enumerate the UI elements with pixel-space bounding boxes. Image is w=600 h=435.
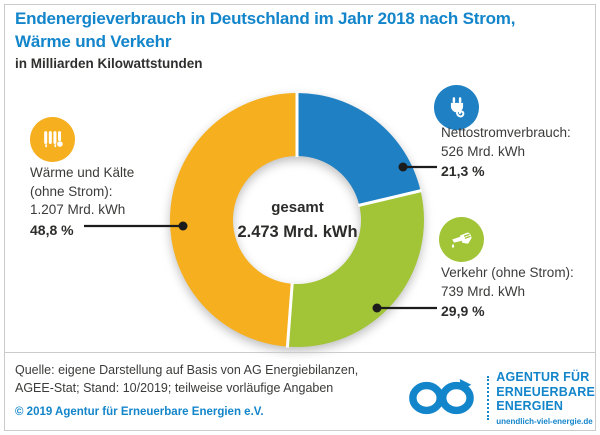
donut-segment-strom (297, 93, 421, 206)
source-line-1: Quelle: eigene Darstellung auf Basis von… (15, 363, 359, 377)
page-subtitle: in Milliarden Kilowattstunden (15, 56, 203, 71)
callout-waerme-value: 1.207 Mrd. kWh (30, 202, 126, 217)
logo-text: AGENTUR FÜR ERNEUERBARE ENERGIEN unendli… (496, 370, 595, 426)
electricity-icon-circle (434, 85, 479, 130)
infinity-arrow (459, 378, 472, 390)
callout-waerme: Wärme und Kälte (ohne Strom): 1.207 Mrd.… (30, 164, 195, 239)
source-line-2: AGEE-Stat; Stand: 10/2019; teilweise vor… (15, 381, 334, 395)
fuel-nozzle-icon (451, 232, 472, 248)
title-line-1: Endenergieverbrauch in Deutschland im Ja… (15, 9, 516, 28)
callout-waerme-line2: (ohne Strom): (30, 183, 113, 199)
frame-border (4, 4, 596, 431)
plug-icon (450, 96, 464, 117)
callout-waerme-line1: Wärme und Kälte (30, 165, 135, 180)
logo-line-3: ENERGIEN (496, 399, 564, 414)
callout-waerme-percent: 48,8 % (30, 221, 74, 238)
donut-segment-waerme (169, 93, 297, 347)
radiator-icon (44, 131, 63, 148)
transport-icon-circle (439, 217, 484, 262)
segment-gap (285, 282, 294, 348)
heat-icon-circle (30, 117, 75, 162)
donut-chart (169, 92, 424, 348)
copyright-text: © 2019 Agentur für Erneuerbare Energien … (15, 406, 264, 418)
callout-strom-value: 526 Mrd. kWh (441, 143, 526, 159)
infinity-icon (409, 378, 474, 415)
footer-divider (5, 352, 595, 353)
callout-verkehr-line1: Verkehr (ohne Strom): (441, 265, 574, 280)
segment-gap (357, 189, 422, 207)
donut-center: gesamt 2.473 Mrd. kWh (232, 155, 363, 286)
logo-line-2: ERNEUERBARE (496, 384, 595, 399)
center-value: 2.473 Mrd. kWh (237, 223, 358, 241)
page-title: Endenergieverbrauch in Deutschland im Ja… (15, 7, 587, 53)
center-label: gesamt (271, 199, 324, 216)
source-text: Quelle: eigene Darstellung auf Basis von… (15, 361, 358, 397)
callout-verkehr-percent: 29,9 % (441, 303, 485, 319)
donut-segment-verkehr (287, 190, 424, 348)
aee-logo: AGENTUR FÜR ERNEUERBARE ENERGIEN unendli… (405, 370, 595, 426)
title-line-2: Wärme und Verkehr (15, 32, 172, 51)
callout-strom: Nettostromverbrauch: 526 Mrd. kWh 21,3 % (441, 124, 591, 181)
callout-strom-line1: Nettostromverbrauch: (441, 125, 571, 140)
logo-url: unendlich-viel-energie.de (496, 416, 593, 426)
callout-verkehr: Verkehr (ohne Strom): 739 Mrd. kWh 29,9 … (441, 264, 596, 321)
logo-line-1: AGENTUR FÜR (496, 370, 590, 385)
callout-strom-percent: 21,3 % (441, 163, 485, 179)
logo-divider (487, 376, 490, 420)
callout-verkehr-value: 739 Mrd. kWh (441, 283, 526, 299)
